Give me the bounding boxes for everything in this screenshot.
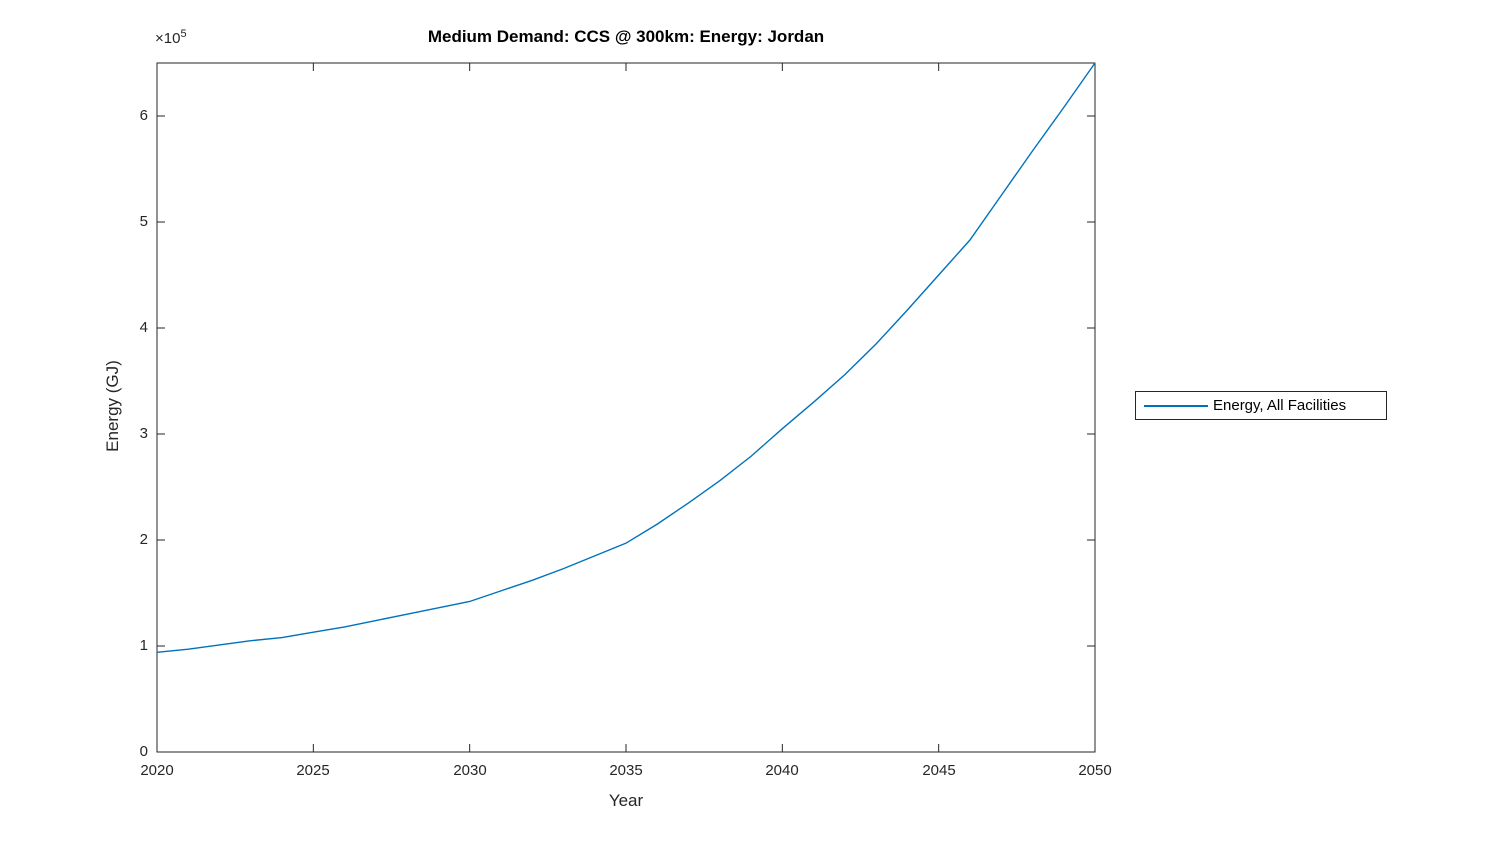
- y-axis-label: Energy (GJ): [103, 360, 122, 452]
- x-tick-label: 2035: [609, 762, 643, 779]
- y-tick-label: 3: [139, 425, 148, 442]
- y-tick-label: 0: [139, 743, 148, 760]
- legend-entry-label: Energy, All Facilities: [1213, 397, 1347, 414]
- legend: Energy, All Facilities: [1135, 391, 1387, 420]
- y-tick-label: 1: [139, 637, 148, 654]
- legend-line-sample: [1144, 404, 1208, 407]
- x-tick-label: 2040: [765, 762, 799, 779]
- y-axis-multiplier-base: ×10: [155, 30, 181, 47]
- x-tick-label: 2025: [296, 762, 330, 779]
- x-axis-label: Year: [608, 791, 644, 810]
- y-tick-label: 5: [139, 213, 148, 230]
- x-tick-label: 2050: [1078, 762, 1112, 779]
- y-axis-multiplier: ×105: [155, 28, 187, 47]
- x-tick-label: 2030: [453, 762, 487, 779]
- y-tick-label: 4: [139, 319, 148, 336]
- y-axis-multiplier-exponent: 5: [180, 28, 187, 40]
- y-tick-label: 6: [139, 107, 148, 124]
- x-tick-label: 2045: [922, 762, 956, 779]
- y-tick-label: 2: [139, 531, 148, 548]
- energy-line: [156, 62, 1096, 654]
- chart-title: Medium Demand: CCS @ 300km: Energy: Jord…: [427, 27, 825, 46]
- plot-border: [156, 62, 1096, 753]
- x-tick-label: 2020: [140, 762, 174, 779]
